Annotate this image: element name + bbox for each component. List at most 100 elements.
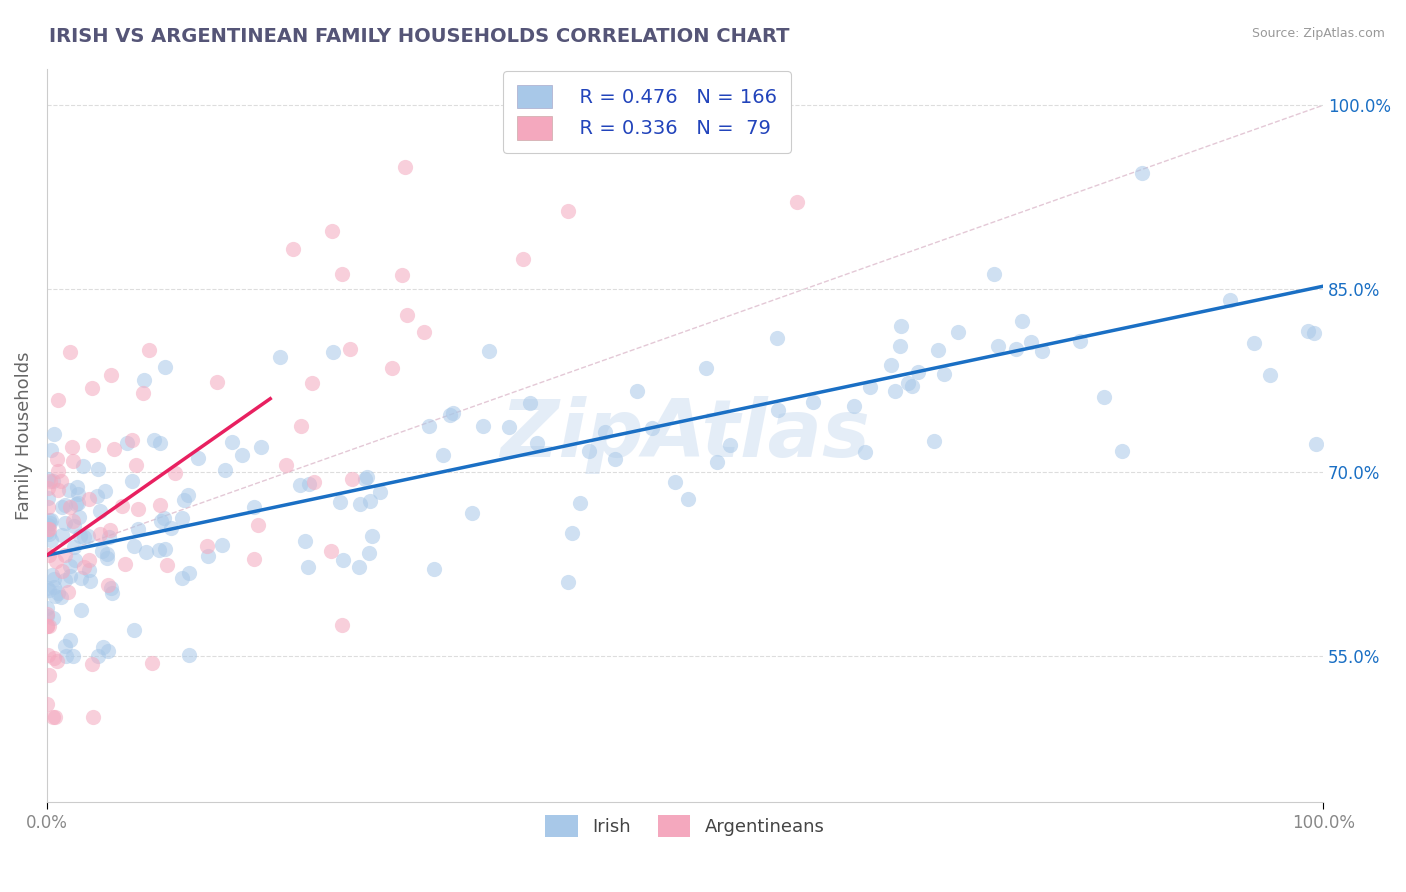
Point: [86, 489, 108, 503]
Point: [49, 590, 72, 604]
Point: [231, 448, 253, 462]
Point: [90, 543, 112, 558]
Point: [37, 491, 59, 506]
Point: [80, 381, 103, 395]
Point: [934, 367, 956, 381]
Point: [59, 632, 82, 647]
Point: [42, 426, 65, 441]
Point: [214, 463, 236, 477]
Point: [73, 531, 96, 545]
Point: [69, 528, 91, 542]
Point: [626, 384, 648, 399]
Point: [172, 571, 194, 585]
Point: [38, 667, 60, 681]
Point: [853, 445, 876, 459]
Legend: Irish, Argentineans: Irish, Argentineans: [538, 808, 832, 845]
Point: [39, 513, 62, 527]
Point: [101, 586, 124, 600]
Point: [170, 511, 193, 525]
Point: [82, 709, 104, 723]
Point: [339, 343, 361, 357]
Point: [86, 462, 108, 476]
Point: [53, 516, 76, 530]
Point: [766, 331, 789, 345]
Point: [76, 529, 98, 543]
Point: [391, 268, 413, 282]
Point: [883, 384, 905, 399]
Point: [35, 697, 58, 711]
Point: [321, 223, 343, 237]
Point: [59, 569, 82, 583]
Point: [432, 448, 454, 462]
Point: [63, 518, 86, 533]
Point: [329, 495, 352, 509]
Point: [51, 564, 73, 578]
Point: [37, 500, 59, 515]
Point: [48, 483, 70, 498]
Y-axis label: Family Households: Family Households: [15, 351, 32, 520]
Point: [53, 573, 76, 587]
Point: [332, 553, 354, 567]
Point: [142, 433, 165, 447]
Point: [122, 539, 145, 553]
Point: [330, 618, 353, 632]
Point: [38, 513, 60, 527]
Point: [1111, 443, 1133, 458]
Text: IRISH VS ARGENTINEAN FAMILY HOUSEHOLDS CORRELATION CHART: IRISH VS ARGENTINEAN FAMILY HOUSEHOLDS C…: [49, 27, 790, 45]
Point: [413, 325, 436, 339]
Point: [35, 618, 58, 632]
Point: [353, 471, 375, 485]
Point: [35, 600, 58, 615]
Point: [672, 103, 695, 118]
Point: [38, 548, 60, 562]
Point: [276, 458, 298, 473]
Point: [53, 548, 76, 562]
Point: [461, 506, 484, 520]
Point: [46, 452, 69, 467]
Point: [297, 477, 319, 491]
Point: [211, 538, 233, 552]
Point: [60, 440, 83, 454]
Point: [41, 567, 63, 582]
Point: [349, 497, 371, 511]
Point: [73, 559, 96, 574]
Point: [281, 242, 304, 256]
Point: [297, 560, 319, 574]
Point: [1092, 390, 1115, 404]
Point: [39, 516, 62, 531]
Point: [321, 544, 343, 558]
Point: [1243, 336, 1265, 351]
Point: [478, 344, 501, 359]
Point: [439, 408, 461, 422]
Point: [53, 498, 76, 512]
Point: [59, 345, 82, 359]
Point: [418, 419, 440, 434]
Point: [38, 619, 60, 633]
Point: [46, 585, 69, 599]
Point: [1296, 324, 1319, 338]
Point: [900, 379, 922, 393]
Point: [695, 360, 717, 375]
Point: [243, 552, 266, 566]
Point: [51, 474, 73, 488]
Point: [842, 400, 865, 414]
Point: [37, 472, 59, 486]
Point: [890, 319, 912, 334]
Point: [357, 547, 380, 561]
Point: [557, 574, 579, 589]
Point: [557, 203, 579, 218]
Point: [1303, 326, 1326, 341]
Point: [381, 361, 404, 376]
Point: [38, 526, 60, 541]
Point: [51, 500, 73, 514]
Point: [472, 419, 495, 434]
Point: [149, 498, 172, 512]
Point: [98, 523, 121, 537]
Point: [121, 474, 143, 488]
Point: [195, 539, 218, 553]
Point: [179, 648, 201, 662]
Point: [927, 343, 949, 358]
Point: [718, 438, 741, 452]
Point: [35, 524, 58, 539]
Point: [250, 440, 273, 454]
